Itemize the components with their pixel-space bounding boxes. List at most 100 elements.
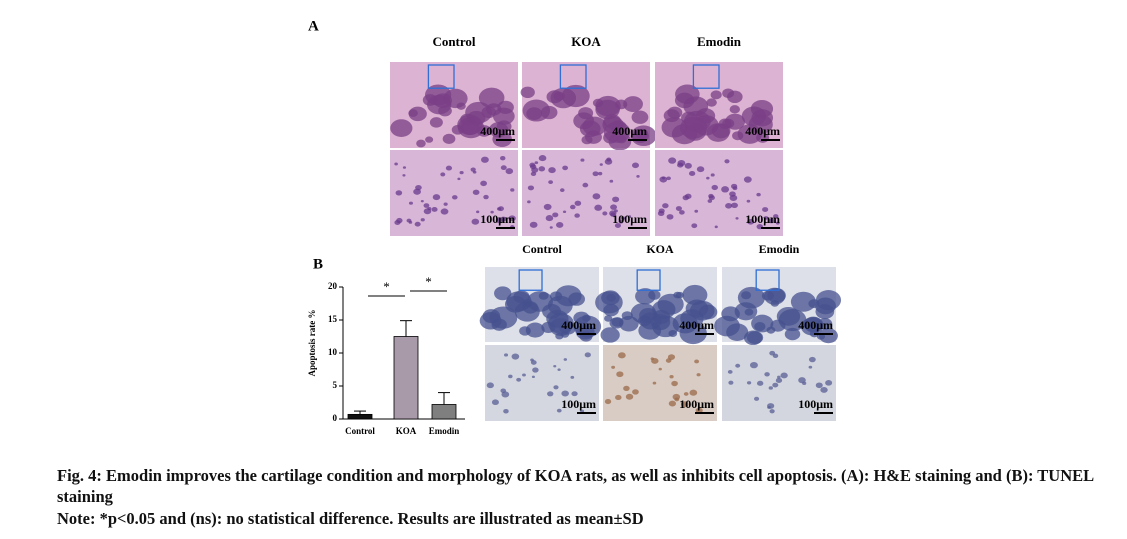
tissue-cell [661, 117, 687, 138]
tissue-cell [471, 218, 480, 225]
tissue-cell [808, 365, 813, 369]
tissue-cell [470, 167, 476, 172]
x-tick-label: Control [345, 426, 375, 436]
bar [431, 404, 457, 420]
tissue-cell [423, 203, 430, 208]
tissue-cell [747, 218, 755, 225]
tissue-cell [746, 381, 752, 385]
tissue-cell [534, 161, 539, 165]
tissue-cell [582, 314, 591, 322]
tissue-cell [472, 189, 480, 195]
tissue-cell [777, 375, 781, 379]
tissue-cell [609, 179, 614, 183]
tissue-cell [754, 322, 766, 331]
tissue-cell [674, 397, 680, 402]
tissue-cell [682, 195, 689, 201]
tissue-cell [721, 186, 730, 193]
tissue-cell [548, 167, 556, 174]
tissue-cell [396, 217, 403, 224]
tissue-cell [618, 219, 624, 224]
tissue-cell [675, 206, 682, 211]
column-label: KOA [571, 34, 601, 49]
tissue-cell [808, 356, 816, 363]
tissue-cell [769, 409, 775, 414]
scale-bar-label: 400μm [480, 124, 515, 138]
tissue-cell [549, 226, 553, 229]
tissue-cell [768, 218, 775, 224]
scale-bar-label: 400μm [798, 318, 833, 332]
tissue-cell [541, 321, 556, 334]
tissue-cell [699, 304, 718, 320]
tissue-cell [494, 286, 512, 301]
roi-box [518, 269, 543, 291]
tissue-cell [762, 207, 769, 212]
tissue-cell [694, 209, 699, 213]
tissue-cell [804, 316, 824, 333]
tissue-cell [530, 360, 537, 365]
tissue-cell [780, 372, 788, 379]
tissue-cell [610, 204, 618, 210]
tissue-cell [538, 166, 546, 172]
tissue-cell [609, 317, 624, 329]
tissue-cell [679, 322, 707, 345]
tissue-cell [481, 106, 497, 119]
tissue-cell [825, 380, 833, 386]
tissue-cell [592, 193, 601, 200]
tissue-cell [696, 166, 705, 173]
tissue-cell [756, 380, 764, 386]
tissue-cell [661, 176, 665, 180]
y-axis-label: Apoptosis rate % [307, 310, 317, 377]
tissue-cell [616, 371, 624, 378]
scale-bar-label: 400μm [612, 124, 647, 138]
tissue-cell [570, 204, 576, 210]
tissue-cell [530, 171, 537, 177]
column-label: Control [522, 242, 562, 256]
scale-bar-label: 100μm [480, 212, 515, 226]
column-label: Emodin [697, 34, 742, 49]
tissue-cell [553, 385, 559, 390]
tissue-cell [559, 321, 577, 335]
tissue-cell [732, 131, 744, 141]
tissue-cell [556, 222, 564, 228]
tissue-cell [637, 315, 651, 327]
tissue-cell [648, 290, 661, 300]
tissue-cell [511, 353, 520, 360]
tissue-cell [414, 221, 421, 227]
tissue-cell [559, 188, 565, 192]
tissue-cell [748, 114, 773, 135]
tissue-cell [402, 174, 406, 177]
tissue-cell [620, 216, 626, 220]
tissue-cell [595, 291, 623, 314]
tissue-cell [775, 377, 783, 383]
tissue-cell [659, 176, 668, 183]
tissue-cell [735, 217, 739, 220]
tissue-cell [431, 206, 438, 212]
scale-bar-label: 100μm [745, 212, 780, 226]
tissue-cell [798, 377, 806, 384]
tissue-cell [574, 213, 580, 218]
tissue-cell [617, 352, 626, 359]
bar [393, 336, 419, 420]
tissue-cell [623, 96, 643, 112]
tissue-cell [510, 188, 515, 192]
tissue-cell [505, 168, 514, 175]
tissue-cell [532, 367, 539, 373]
tissue-cell [706, 176, 710, 180]
tissue-cell [599, 163, 603, 166]
tissue-cell [442, 133, 456, 144]
tissue-cell [683, 392, 689, 396]
tissue-cell [623, 385, 630, 392]
tissue-cell [744, 308, 754, 316]
tissue-cell [815, 382, 823, 389]
tissue-cell [525, 322, 545, 338]
tissue-cell [768, 386, 773, 390]
tissue-cell [545, 215, 554, 222]
tissue-cell [636, 174, 640, 178]
caption-note: Note: *p<0.05 and (ns): no statistical d… [57, 509, 644, 528]
tissue-cell [513, 290, 530, 304]
tissue-cell [631, 162, 640, 169]
tissue-cell [416, 139, 426, 148]
tissue-cell [631, 110, 649, 124]
tissue-cell [776, 306, 801, 326]
tissue-cell [402, 166, 407, 169]
